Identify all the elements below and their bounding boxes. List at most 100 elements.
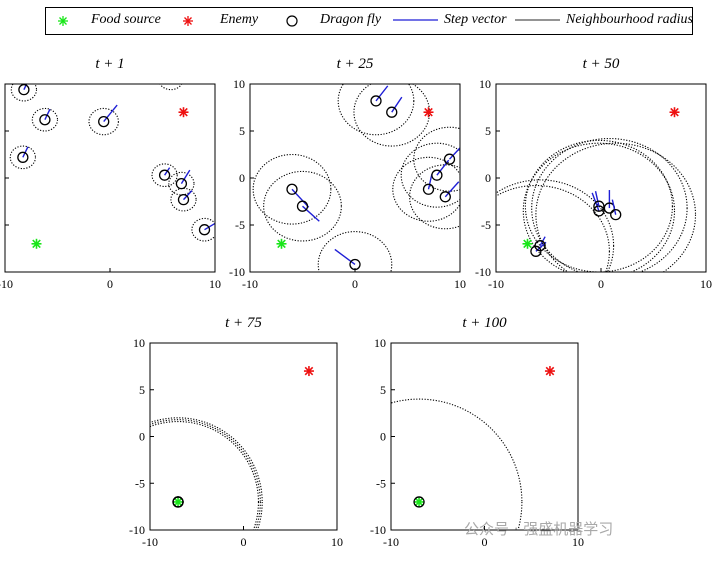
plot-area bbox=[496, 107, 697, 272]
y-tick-label: 10 bbox=[233, 77, 245, 91]
dragonfly-marker bbox=[172, 496, 184, 508]
dragonfly-marker bbox=[175, 177, 188, 190]
neighbourhood-radius bbox=[150, 417, 263, 530]
neighbourhood-radius bbox=[88, 107, 119, 136]
dragonfly-marker bbox=[170, 84, 172, 85]
neighbourhood-radius bbox=[496, 179, 615, 272]
y-tick-label: -10 bbox=[129, 523, 145, 537]
step-vector bbox=[171, 74, 176, 79]
enemy-legend-marker bbox=[183, 16, 193, 26]
plot-area bbox=[150, 366, 314, 530]
x-tick-label: -10 bbox=[488, 277, 504, 291]
step-vector-legend-line bbox=[393, 19, 438, 21]
x-tick-label: 10 bbox=[700, 277, 712, 291]
step-vector bbox=[427, 174, 433, 190]
y-tick-label: -10 bbox=[475, 265, 491, 279]
y-tick-label: -5 bbox=[235, 218, 245, 232]
step-vector bbox=[391, 96, 403, 113]
y-tick-label: 10 bbox=[374, 336, 386, 350]
dragonfly-marker bbox=[610, 209, 622, 221]
x-tick-label: 0 bbox=[107, 277, 113, 291]
enemy-marker bbox=[303, 366, 314, 377]
legend-food-source: Food source bbox=[91, 12, 161, 27]
dragonfly-marker bbox=[443, 153, 456, 165]
neighbourhood-radius bbox=[31, 107, 59, 132]
food-source-marker bbox=[31, 238, 42, 249]
x-tick-label: -10 bbox=[0, 277, 13, 291]
neighbourhood-radius bbox=[150, 421, 259, 530]
y-tick-label: 0 bbox=[239, 171, 245, 185]
x-tick-label: -10 bbox=[383, 535, 399, 549]
x-tick-label: -10 bbox=[142, 535, 158, 549]
dragonfly-marker bbox=[530, 245, 542, 257]
neighbourhood-radius bbox=[151, 163, 178, 188]
chart-title: t + 75 bbox=[225, 315, 262, 331]
dragonfly-marker bbox=[296, 200, 309, 212]
chart-title: t + 50 bbox=[582, 56, 620, 72]
y-tick-label: -5 bbox=[376, 476, 386, 490]
dragonfly-marker bbox=[39, 114, 51, 126]
x-tick-label: -10 bbox=[242, 277, 258, 291]
y-tick-label: 5 bbox=[380, 383, 386, 397]
step-vector bbox=[103, 104, 118, 123]
step-vector bbox=[204, 223, 215, 231]
step-vector bbox=[611, 199, 617, 215]
dragonfly-marker bbox=[370, 95, 382, 107]
chart-title: t + 25 bbox=[336, 56, 374, 72]
x-tick-label: 10 bbox=[454, 277, 466, 291]
step-vector bbox=[291, 188, 310, 208]
x-tick-label: 10 bbox=[331, 535, 343, 549]
food-source-marker bbox=[522, 238, 533, 249]
step-vector bbox=[302, 205, 320, 222]
dragonfly-marker bbox=[422, 183, 435, 195]
step-vector bbox=[334, 248, 356, 266]
y-tick-label: -10 bbox=[229, 265, 245, 279]
dragonfly-marker bbox=[439, 191, 451, 203]
food-source-marker bbox=[173, 496, 184, 507]
watermark: 公众号 · 强盛机器学习 bbox=[464, 520, 614, 538]
dragonfly-legend-marker bbox=[286, 15, 298, 27]
neighbourhood-radius bbox=[150, 419, 261, 530]
neighbourhood-radius bbox=[391, 398, 523, 530]
chart-title: t + 100 bbox=[462, 315, 507, 331]
dragonfly-marker bbox=[431, 169, 443, 181]
neighbourhood-radius bbox=[10, 84, 38, 102]
enemy-marker bbox=[669, 107, 680, 118]
neighbourhood-radius-legend-line bbox=[515, 19, 560, 21]
step-vector bbox=[180, 169, 191, 185]
neighbourhood-radius bbox=[531, 137, 688, 272]
dragonfly-marker bbox=[17, 151, 29, 163]
dragonfly-marker bbox=[286, 183, 298, 195]
y-tick-label: -10 bbox=[370, 523, 386, 537]
y-tick-label: -5 bbox=[481, 218, 491, 232]
plot-area bbox=[9, 74, 215, 249]
y-tick-label: 5 bbox=[485, 124, 491, 138]
plot-area bbox=[252, 84, 460, 272]
y-tick-label: 5 bbox=[139, 383, 145, 397]
step-vector bbox=[444, 181, 460, 198]
x-tick-label: 0 bbox=[598, 277, 604, 291]
neighbourhood-radius bbox=[496, 184, 610, 272]
neighbourhood-radius bbox=[317, 231, 393, 272]
neighbourhood-radius bbox=[170, 187, 197, 212]
neighbourhood-radius bbox=[191, 217, 215, 242]
dragonfly-marker bbox=[158, 169, 171, 181]
x-tick-label: 10 bbox=[209, 277, 221, 291]
x-tick-label: 0 bbox=[352, 277, 358, 291]
enemy-marker bbox=[544, 366, 555, 377]
food-source-marker bbox=[276, 238, 287, 249]
step-vector bbox=[22, 146, 29, 158]
y-tick-label: 0 bbox=[139, 430, 145, 444]
dragonfly-marker bbox=[18, 84, 30, 96]
step-vector bbox=[594, 191, 600, 207]
x-tick-label: 0 bbox=[482, 535, 488, 549]
neighbourhood-radius bbox=[337, 84, 415, 136]
x-tick-label: 10 bbox=[572, 535, 584, 549]
dragonfly-marker bbox=[386, 106, 398, 118]
enemy-marker bbox=[423, 107, 434, 118]
enemy-marker bbox=[178, 107, 189, 118]
